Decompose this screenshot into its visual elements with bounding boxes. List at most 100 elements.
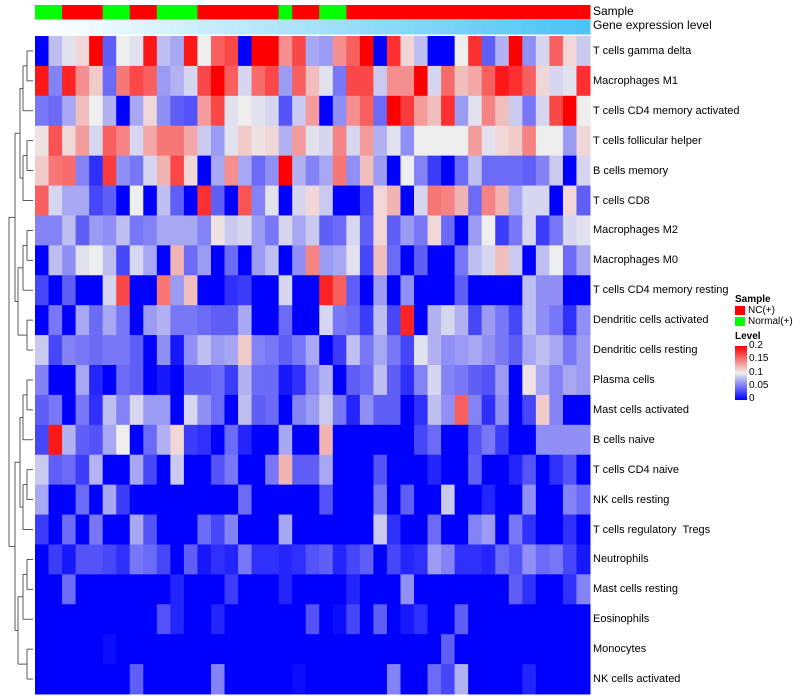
heatmap-cell xyxy=(143,394,158,426)
heatmap-cell xyxy=(238,574,253,605)
heatmap-cell xyxy=(427,664,442,695)
heatmap-cell xyxy=(102,664,117,695)
row-label: Monocytes xyxy=(593,643,647,656)
heatmap-cell xyxy=(62,484,77,516)
heatmap-cell xyxy=(170,454,185,486)
heatmap-cell xyxy=(522,574,537,605)
heatmap-cell xyxy=(522,185,537,216)
heatmap-cell xyxy=(346,514,361,545)
heatmap-cell xyxy=(156,544,171,575)
heatmap-cell xyxy=(210,544,226,575)
heatmap-cell xyxy=(292,424,307,456)
heatmap-cell xyxy=(156,305,171,336)
heatmap-cell xyxy=(48,125,63,157)
heatmap-cell xyxy=(522,275,537,306)
heatmap-cell xyxy=(224,424,239,456)
heatmap-cell xyxy=(170,185,185,216)
heatmap-cell xyxy=(359,394,374,426)
heatmap-cell xyxy=(495,424,510,456)
heatmap-cell xyxy=(373,305,388,336)
heatmap-cell xyxy=(251,634,266,665)
heatmap-cell xyxy=(238,514,253,545)
heatmap-cell xyxy=(89,65,104,97)
level-colorbar: 0.2 0.15 0.1 0.05 0 xyxy=(735,341,793,404)
row-label: NK cells resting xyxy=(593,493,670,506)
row-label: Dendritic cells resting xyxy=(593,344,698,357)
heatmap-cell xyxy=(292,245,307,276)
heatmap-cell xyxy=(414,215,429,246)
heatmap-cell xyxy=(251,514,266,545)
heatmap-cell xyxy=(549,275,564,306)
heatmap-cell xyxy=(535,484,550,516)
sample-annotation-cell xyxy=(116,5,131,20)
heatmap-cell xyxy=(346,424,361,456)
heatmap-cell xyxy=(102,394,117,426)
gene-expression-cell xyxy=(143,20,158,35)
heatmap-cell xyxy=(481,305,496,336)
heatmap-cell xyxy=(319,95,334,127)
heatmap-cell xyxy=(359,275,374,306)
heatmap-cell xyxy=(35,664,50,695)
heatmap-cell xyxy=(197,365,212,396)
heatmap-cell xyxy=(224,305,239,336)
heatmap-cell xyxy=(386,305,401,336)
heatmap-cell xyxy=(535,365,550,396)
sample-annotation-cell xyxy=(332,5,347,20)
heatmap-cell xyxy=(373,36,388,67)
heatmap-cell xyxy=(265,275,280,306)
heatmap-cell xyxy=(468,544,483,575)
heatmap-cell xyxy=(197,95,212,127)
heatmap-cell xyxy=(278,394,293,426)
heatmap-cell xyxy=(346,95,361,127)
heatmap-cell xyxy=(305,245,320,276)
heatmap-cell xyxy=(102,544,117,575)
sample-annotation-cell xyxy=(549,5,564,20)
heatmap-cell xyxy=(143,245,158,276)
heatmap-cell xyxy=(183,245,198,276)
heatmap-cell xyxy=(441,215,456,246)
heatmap-cell xyxy=(535,155,550,187)
sample-annotation-cell xyxy=(535,5,550,20)
heatmap-cell xyxy=(129,125,144,157)
heatmap-cell xyxy=(35,275,50,306)
heatmap-cell xyxy=(35,36,50,67)
heatmap-cell xyxy=(508,185,523,216)
heatmap-cell xyxy=(359,365,374,396)
heatmap-cell xyxy=(210,664,226,695)
heatmap-cell xyxy=(495,365,510,396)
heatmap-cell xyxy=(468,574,483,605)
heatmap-cell xyxy=(454,574,469,605)
heatmap-cell xyxy=(224,544,239,575)
level-tick: 0.05 xyxy=(749,380,769,391)
heatmap-cell xyxy=(143,185,158,216)
heatmap-cell xyxy=(414,155,429,187)
heatmap-cell xyxy=(549,604,564,635)
heatmap-cell xyxy=(495,185,510,216)
heatmap-cell xyxy=(129,245,144,276)
heatmap-cell xyxy=(183,424,198,456)
heatmap-cell xyxy=(386,125,401,157)
heatmap-cell xyxy=(468,215,483,246)
heatmap-cell xyxy=(386,604,401,635)
heatmap-cell xyxy=(562,185,577,216)
heatmap-cell xyxy=(319,275,334,306)
heatmap-cell xyxy=(468,125,483,157)
heatmap-cell xyxy=(210,155,226,187)
heatmap-cell xyxy=(62,514,77,545)
heatmap-cell xyxy=(48,574,63,605)
heatmap-cell xyxy=(224,36,239,67)
legend-level-title: Level xyxy=(735,331,761,342)
gene-expression-cell xyxy=(359,20,374,35)
heatmap-cell xyxy=(427,305,442,336)
heatmap-cell xyxy=(454,634,469,665)
heatmap-cell xyxy=(481,125,496,157)
heatmap-cell xyxy=(386,484,401,516)
heatmap-cell xyxy=(495,245,510,276)
heatmap-cell xyxy=(48,245,63,276)
heatmap-cell xyxy=(414,365,429,396)
heatmap-cell xyxy=(305,275,320,306)
heatmap-cell xyxy=(265,574,280,605)
heatmap-cell xyxy=(508,125,523,157)
heatmap-cell xyxy=(414,574,429,605)
sample-annotation-cell xyxy=(278,5,293,20)
